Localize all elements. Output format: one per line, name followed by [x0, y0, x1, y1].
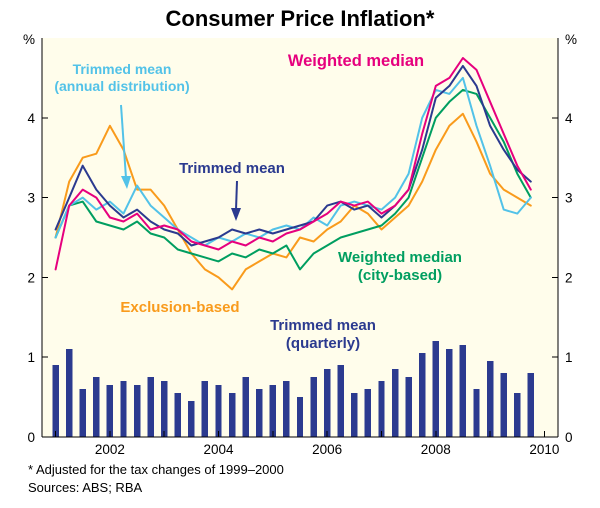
y-tick-label-left: 1: [27, 350, 35, 365]
bar-trimmed-mean-quarterly: [93, 377, 100, 437]
bar-trimmed-mean-quarterly: [228, 393, 236, 437]
y-tick-label-left: 2: [27, 270, 35, 285]
bar-trimmed-mean-quarterly: [378, 381, 385, 437]
label-line: Weighted median: [338, 249, 462, 266]
bar-trimmed-mean-quarterly: [419, 353, 426, 437]
series-line-exclusion_based: [54, 112, 532, 291]
y-tick-label-right: 4: [565, 111, 573, 126]
x-tick-label: 2010: [529, 442, 559, 457]
bar-trimmed-mean-quarterly: [459, 345, 467, 437]
label-line: (quarterly): [285, 335, 361, 353]
series-line-weighted_median_city: [54, 88, 532, 271]
bar-trimmed-mean-quarterly: [256, 389, 263, 437]
bar-trimmed-mean-quarterly: [283, 381, 290, 437]
bar-trimmed-mean-quarterly: [432, 341, 439, 437]
footnote: * Adjusted for the tax changes of 1999–2…: [28, 462, 284, 477]
bar-trimmed-mean-quarterly: [147, 377, 154, 437]
bar-trimmed-mean-quarterly: [337, 365, 344, 437]
trimmed-mean-arrowhead: [231, 208, 241, 221]
sources: Sources: ABS; RBA: [28, 480, 143, 495]
bar-trimmed-mean-quarterly: [364, 389, 372, 437]
bar-trimmed-mean-quarterly: [66, 349, 73, 437]
bar-trimmed-mean-quarterly: [201, 381, 209, 437]
bar-trimmed-mean-quarterly: [486, 361, 494, 437]
bar-trimmed-mean-quarterly: [269, 385, 276, 437]
bar-trimmed-mean-quarterly: [500, 373, 507, 437]
bar-trimmed-mean-quarterly: [215, 385, 222, 437]
bar-trimmed-mean-quarterly: [391, 369, 399, 437]
y-axis-unit-right: %: [565, 32, 577, 47]
bar-trimmed-mean-quarterly: [296, 397, 304, 437]
bar-trimmed-mean-quarterly: [514, 393, 521, 437]
bar-trimmed-mean-quarterly: [52, 365, 59, 437]
bar-trimmed-mean-quarterly: [188, 401, 195, 437]
x-tick-label: 2004: [204, 442, 235, 457]
bar-trimmed-mean-quarterly: [120, 381, 127, 437]
y-tick-label-left: 0: [27, 430, 35, 445]
bar-trimmed-mean-quarterly: [405, 377, 412, 437]
x-tick-label: 2002: [95, 442, 125, 457]
series-label-weighted-median: Weighted median: [256, 51, 456, 71]
bar-trimmed-mean-quarterly: [351, 393, 358, 437]
y-tick-label-right: 3: [565, 191, 573, 206]
bar-trimmed-mean-quarterly: [161, 381, 168, 437]
series-label-trimmed-mean-annual: Trimmed mean (annual distribution): [32, 61, 212, 95]
series-line-weighted_median: [54, 57, 532, 271]
label-line: Weighted median: [287, 52, 425, 70]
series-label-exclusion-based: Exclusion-based: [100, 299, 260, 317]
series-line-trimmed_mean: [54, 64, 532, 247]
bar-trimmed-mean-quarterly: [310, 377, 317, 437]
trimmed-mean-arrow: [235, 180, 238, 211]
y-tick-label-right: 2: [565, 270, 573, 285]
annual-distribution-arrowhead: [121, 176, 131, 189]
y-tick-label-left: 4: [27, 111, 35, 126]
bar-trimmed-mean-quarterly: [133, 385, 141, 437]
label-line: (annual distribution): [54, 78, 190, 95]
series-label-weighted-median-city: Weighted median (city-based): [325, 249, 475, 286]
label-line: Trimmed mean: [72, 61, 172, 77]
bar-trimmed-mean-quarterly: [446, 349, 453, 437]
y-tick-label-right: 0: [565, 430, 573, 445]
label-line: (city-based): [357, 267, 443, 285]
x-tick-label: 2008: [421, 442, 451, 457]
y-axis-unit-left: %: [23, 32, 35, 47]
bar-trimmed-mean-quarterly: [527, 373, 534, 437]
annual-distribution-arrow: [120, 104, 127, 179]
y-tick-label-right: 1: [565, 350, 573, 365]
bar-trimmed-mean-quarterly: [79, 389, 86, 437]
label-line: Trimmed mean: [270, 317, 376, 334]
x-tick-label: 2006: [312, 442, 342, 457]
bar-trimmed-mean-quarterly: [242, 377, 249, 437]
bar-trimmed-mean-quarterly: [324, 369, 331, 437]
series-label-trimmed-mean-quarterly: Trimmed mean (quarterly): [243, 317, 403, 354]
chart-title: Consumer Price Inflation*: [165, 6, 435, 31]
label-line: Exclusion-based: [120, 299, 240, 316]
bar-trimmed-mean-quarterly: [473, 389, 480, 437]
y-tick-label-left: 3: [27, 191, 35, 206]
series-label-trimmed-mean: Trimmed mean: [167, 160, 297, 178]
label-line: Trimmed mean: [179, 160, 285, 177]
bar-trimmed-mean-quarterly: [174, 393, 181, 437]
bar-trimmed-mean-quarterly: [106, 385, 114, 437]
